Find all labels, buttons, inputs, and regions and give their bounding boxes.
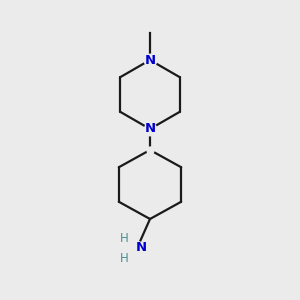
Text: N: N [135,241,147,254]
Text: N: N [144,53,156,67]
Text: N: N [144,122,156,136]
Text: H: H [120,232,129,245]
Text: H: H [120,251,129,265]
